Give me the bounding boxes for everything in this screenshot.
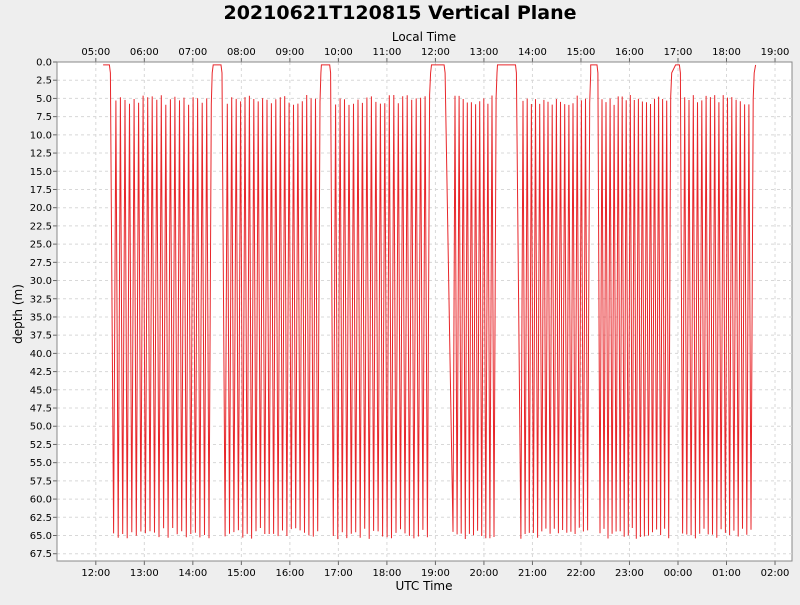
- bottom-tick-label: 13:00: [130, 568, 159, 579]
- top-axis-label: Local Time: [392, 30, 456, 44]
- y-tick-label: 0.0: [36, 58, 52, 69]
- y-tick-label: 32.5: [30, 294, 52, 305]
- y-tick-label: 50.0: [30, 422, 52, 433]
- y-tick-label: 22.5: [30, 221, 52, 232]
- y-tick-label: 52.5: [30, 440, 52, 451]
- y-tick-label: 15.0: [30, 167, 52, 178]
- top-tick-label: 14:00: [518, 47, 547, 58]
- depth-line: [103, 64, 757, 540]
- top-tick-label: 10:00: [324, 47, 353, 58]
- y-tick-label: 10.0: [30, 130, 52, 141]
- y-tick-label: 60.0: [30, 495, 52, 506]
- top-tick-label: 05:00: [81, 47, 110, 58]
- top-tick-label: 07:00: [178, 47, 207, 58]
- top-tick-label: 16:00: [615, 47, 644, 58]
- top-tick-label: 12:00: [421, 47, 450, 58]
- y-tick-label: 25.0: [30, 240, 52, 251]
- y-tick-label: 42.5: [30, 367, 52, 378]
- chart-title: 20210621T120815 Vertical Plane: [223, 2, 576, 24]
- bottom-tick-label: 18:00: [372, 568, 401, 579]
- bottom-tick-label: 20:00: [470, 568, 499, 579]
- bottom-tick-label: 22:00: [567, 568, 596, 579]
- top-tick-label: 09:00: [275, 47, 304, 58]
- axis-ticks: 0.0 2.5 5.0 7.5 10.0 12.5 15.0 17.5 20.0 22.5 25.0…: [30, 47, 792, 579]
- y-tick-label: 7.5: [36, 112, 52, 123]
- y-tick-label: 47.5: [30, 404, 52, 415]
- y-tick-label: 40.0: [30, 349, 52, 360]
- y-tick-label: 67.5: [30, 549, 52, 560]
- top-tick-label: 06:00: [130, 47, 159, 58]
- bottom-tick-label: 16:00: [275, 568, 304, 579]
- top-tick-label: 17:00: [664, 47, 693, 58]
- bottom-tick-label: 01:00: [712, 568, 741, 579]
- bottom-axis-label: UTC Time: [396, 579, 453, 593]
- top-tick-label: 08:00: [227, 47, 256, 58]
- bottom-tick-label: 23:00: [615, 568, 644, 579]
- depth-series: [103, 64, 757, 540]
- y-tick-label: 65.0: [30, 531, 52, 542]
- y-tick-label: 2.5: [36, 76, 52, 87]
- top-tick-label: 19:00: [761, 47, 790, 58]
- bottom-tick-label: 17:00: [324, 568, 353, 579]
- y-tick-label: 57.5: [30, 476, 52, 487]
- top-tick-label: 13:00: [470, 47, 499, 58]
- bottom-tick-label: 12:00: [81, 568, 110, 579]
- y-tick-label: 27.5: [30, 258, 52, 269]
- bottom-tick-label: 00:00: [664, 568, 693, 579]
- bottom-tick-label: 19:00: [421, 568, 450, 579]
- y-tick-label: 17.5: [30, 185, 52, 196]
- y-tick-label: 62.5: [30, 513, 52, 524]
- y-tick-label: 12.5: [30, 149, 52, 160]
- y-tick-label: 35.0: [30, 312, 52, 323]
- bottom-tick-label: 02:00: [761, 568, 790, 579]
- y-tick-label: 30.0: [30, 276, 52, 287]
- y-tick-label: 20.0: [30, 203, 52, 214]
- top-tick-label: 15:00: [567, 47, 596, 58]
- top-tick-label: 18:00: [712, 47, 741, 58]
- bottom-tick-label: 21:00: [518, 568, 547, 579]
- bottom-tick-label: 15:00: [227, 568, 256, 579]
- bottom-tick-label: 14:00: [178, 568, 207, 579]
- y-tick-label: 37.5: [30, 331, 52, 342]
- y-tick-label: 55.0: [30, 458, 52, 469]
- y-axis-label: depth (m): [11, 284, 25, 344]
- top-tick-label: 11:00: [372, 47, 401, 58]
- y-tick-label: 5.0: [36, 94, 52, 105]
- y-tick-label: 45.0: [30, 385, 52, 396]
